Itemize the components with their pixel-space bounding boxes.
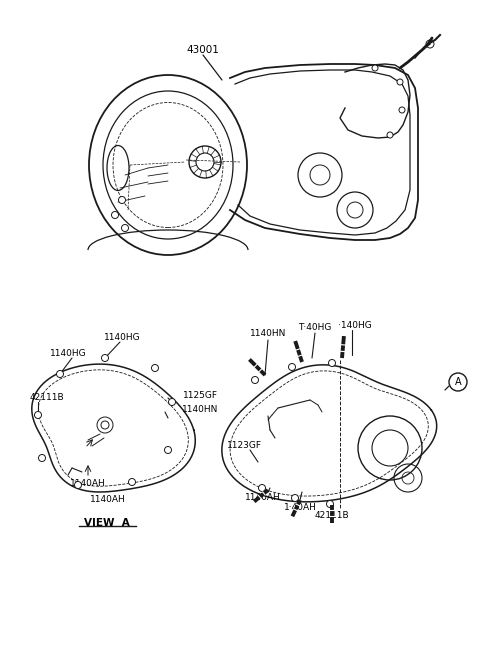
Text: 42111B: 42111B xyxy=(30,392,65,401)
Text: 1140HG: 1140HG xyxy=(104,332,140,342)
Circle shape xyxy=(252,376,259,384)
Circle shape xyxy=(119,196,125,204)
Text: VIEW  A: VIEW A xyxy=(84,518,130,528)
Text: T·40HG: T·40HG xyxy=(298,323,332,332)
Text: 1140AH: 1140AH xyxy=(245,493,281,503)
Circle shape xyxy=(152,365,158,371)
Circle shape xyxy=(326,501,334,507)
Circle shape xyxy=(121,225,129,231)
Circle shape xyxy=(35,411,41,419)
Circle shape xyxy=(372,65,378,71)
Text: 1·40AH: 1·40AH xyxy=(284,503,316,512)
Text: 1140HN: 1140HN xyxy=(182,405,218,415)
Text: 42111B: 42111B xyxy=(315,512,349,520)
Circle shape xyxy=(74,482,82,489)
Text: 1140AH: 1140AH xyxy=(90,495,126,505)
Circle shape xyxy=(111,212,119,219)
Circle shape xyxy=(328,359,336,367)
Circle shape xyxy=(397,79,403,85)
Circle shape xyxy=(168,399,176,405)
Circle shape xyxy=(129,478,135,486)
Circle shape xyxy=(38,455,46,461)
Text: 1140HG: 1140HG xyxy=(50,348,86,357)
Circle shape xyxy=(291,495,299,501)
Circle shape xyxy=(387,132,393,138)
Circle shape xyxy=(399,107,405,113)
Text: 1140AH: 1140AH xyxy=(70,478,106,487)
Circle shape xyxy=(288,363,296,371)
Circle shape xyxy=(165,447,171,453)
Text: A: A xyxy=(455,377,461,387)
Text: ·140HG: ·140HG xyxy=(338,321,372,330)
Circle shape xyxy=(57,371,63,378)
Text: 1123GF: 1123GF xyxy=(227,440,262,449)
Text: 43001: 43001 xyxy=(187,45,219,55)
Text: 1125GF: 1125GF xyxy=(183,390,218,399)
Circle shape xyxy=(101,355,108,361)
Circle shape xyxy=(259,484,265,491)
Text: 1140HN: 1140HN xyxy=(250,330,286,338)
